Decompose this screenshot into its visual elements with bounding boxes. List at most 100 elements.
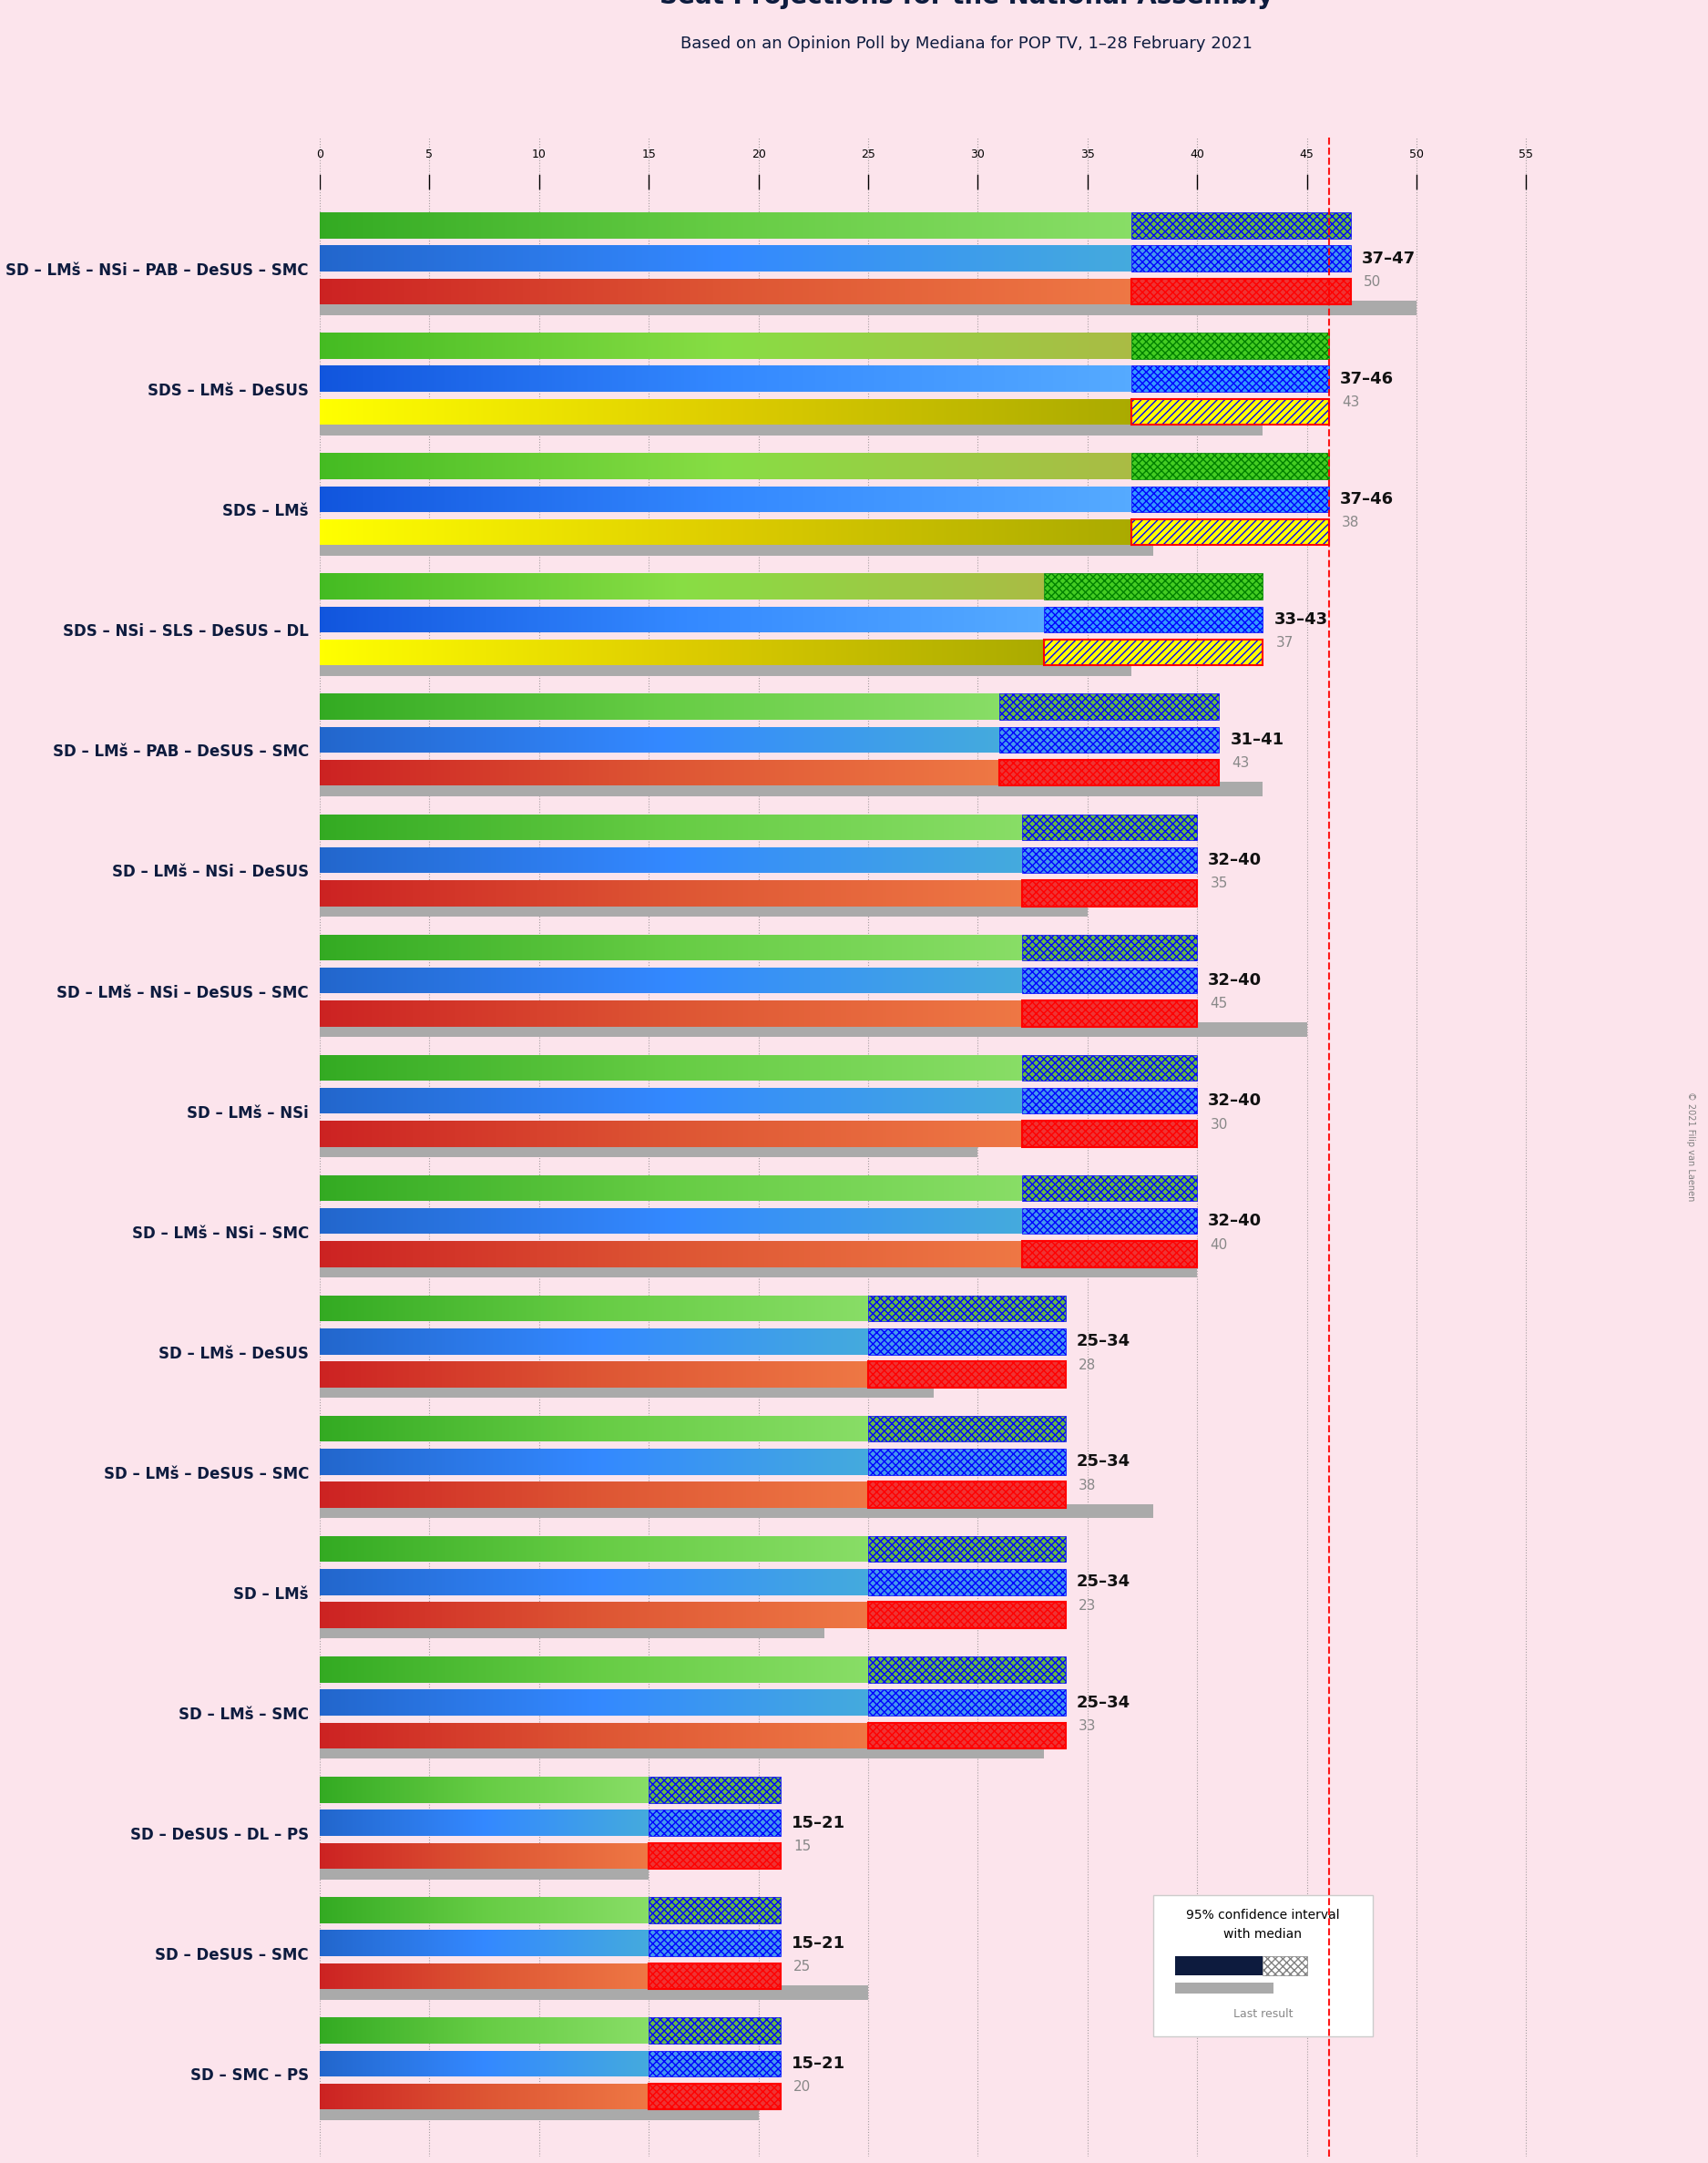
Text: SDS – NSi – SLS – DeSUS – DL: SDS – NSi – SLS – DeSUS – DL xyxy=(63,623,309,640)
Text: SD – LMš – DeSUS: SD – LMš – DeSUS xyxy=(159,1345,309,1363)
Text: 55: 55 xyxy=(1518,149,1534,160)
Bar xyxy=(649,1964,781,1990)
Text: SD – SMC – PS: SD – SMC – PS xyxy=(190,2068,309,2083)
Bar xyxy=(1021,1120,1197,1146)
Bar xyxy=(1021,1120,1197,1146)
Text: 0: 0 xyxy=(316,149,323,160)
Text: SD – DeSUS – SMC: SD – DeSUS – SMC xyxy=(155,1947,309,1964)
Text: 31–41: 31–41 xyxy=(1230,731,1284,748)
Bar xyxy=(1131,398,1329,424)
Bar xyxy=(868,1417,1066,1443)
Text: 50: 50 xyxy=(1365,275,1382,290)
Bar xyxy=(1131,519,1329,545)
Bar xyxy=(868,1449,1066,1475)
Bar xyxy=(1044,640,1262,666)
Bar xyxy=(319,1142,977,1157)
Text: SDS – LMš – DeSUS: SDS – LMš – DeSUS xyxy=(147,383,309,400)
Text: SD – LMš – NSi – DeSUS: SD – LMš – NSi – DeSUS xyxy=(111,865,309,880)
Bar xyxy=(649,1897,781,1923)
Bar xyxy=(1021,813,1197,839)
Text: SDS – LMš: SDS – LMš xyxy=(222,504,309,519)
Bar xyxy=(1021,880,1197,906)
Bar xyxy=(868,1722,1066,1748)
Text: 38: 38 xyxy=(1342,515,1360,530)
Text: SD – LMš – NSi – PAB – DeSUS – SMC: SD – LMš – NSi – PAB – DeSUS – SMC xyxy=(5,262,309,279)
Bar xyxy=(319,1986,868,1999)
Bar xyxy=(649,2051,781,2076)
Text: 43: 43 xyxy=(1231,757,1250,770)
Bar xyxy=(1021,1088,1197,1114)
Text: 20: 20 xyxy=(752,149,765,160)
Text: 43: 43 xyxy=(1342,396,1360,409)
Text: 25–34: 25–34 xyxy=(1076,1694,1131,1711)
Bar xyxy=(868,1603,1066,1629)
Text: 33–43: 33–43 xyxy=(1274,612,1327,627)
Bar xyxy=(319,301,1416,316)
Bar xyxy=(868,1328,1066,1354)
Bar xyxy=(868,1482,1066,1508)
Text: 32–40: 32–40 xyxy=(1208,1213,1262,1229)
Text: 95% confidence interval: 95% confidence interval xyxy=(1185,1910,1339,1921)
Bar xyxy=(649,2083,781,2109)
Bar xyxy=(649,1964,781,1990)
Text: SD – LMš – NSi – DeSUS – SMC: SD – LMš – NSi – DeSUS – SMC xyxy=(56,984,309,1001)
Bar xyxy=(649,1843,781,1869)
Bar xyxy=(868,1657,1066,1683)
Text: SD – LMš – DeSUS – SMC: SD – LMš – DeSUS – SMC xyxy=(104,1467,309,1482)
Text: 15–21: 15–21 xyxy=(791,1936,845,1951)
Bar xyxy=(1131,452,1329,478)
Bar xyxy=(1044,573,1262,599)
Bar xyxy=(1131,279,1351,305)
Bar xyxy=(1021,1001,1197,1027)
Text: 25: 25 xyxy=(794,1960,811,1973)
Text: 37–46: 37–46 xyxy=(1339,370,1394,387)
Bar xyxy=(1131,212,1351,238)
Bar xyxy=(868,1722,1066,1748)
Bar xyxy=(319,902,1088,917)
Text: 35: 35 xyxy=(1211,876,1228,891)
Bar xyxy=(1175,1983,1274,1994)
Bar xyxy=(1021,1242,1197,1268)
Bar xyxy=(1021,848,1197,874)
Bar xyxy=(1021,1242,1197,1268)
Text: 10: 10 xyxy=(531,149,547,160)
Bar xyxy=(999,759,1220,785)
Text: 32–40: 32–40 xyxy=(1208,852,1262,867)
Text: 15–21: 15–21 xyxy=(791,2055,845,2072)
Text: 40: 40 xyxy=(1190,149,1204,160)
Text: 25–34: 25–34 xyxy=(1076,1454,1131,1471)
Bar xyxy=(1153,1895,1373,2035)
Text: 38: 38 xyxy=(1079,1479,1097,1492)
Bar xyxy=(319,662,1131,675)
Bar xyxy=(319,422,1262,435)
Text: 37–46: 37–46 xyxy=(1339,491,1394,508)
Bar xyxy=(1021,1001,1197,1027)
Text: SD – DeSUS – DL – PS: SD – DeSUS – DL – PS xyxy=(130,1828,309,1843)
Bar xyxy=(1044,640,1262,666)
Text: 25–34: 25–34 xyxy=(1076,1332,1131,1350)
Bar xyxy=(999,759,1220,785)
Bar xyxy=(868,1536,1066,1562)
Bar xyxy=(319,781,1262,796)
Text: 37–47: 37–47 xyxy=(1361,251,1416,266)
Text: SD – LMš – NSi: SD – LMš – NSi xyxy=(186,1105,309,1120)
Bar xyxy=(319,541,1153,556)
Bar xyxy=(649,2083,781,2109)
Bar xyxy=(319,1624,825,1640)
Text: 23: 23 xyxy=(1079,1598,1097,1614)
Bar xyxy=(1021,934,1197,960)
Bar xyxy=(1262,1955,1307,1975)
Bar xyxy=(649,1843,781,1869)
Text: SD – LMš: SD – LMš xyxy=(234,1585,309,1603)
Bar xyxy=(1131,519,1329,545)
Text: Seat Projections for the National Assembly: Seat Projections for the National Assemb… xyxy=(659,0,1274,9)
Bar xyxy=(868,1482,1066,1508)
Bar xyxy=(319,2105,758,2120)
Bar xyxy=(1021,1209,1197,1235)
Bar xyxy=(1131,333,1329,359)
Bar xyxy=(868,1568,1066,1594)
Bar xyxy=(1131,366,1329,392)
Bar xyxy=(868,1361,1066,1386)
Bar xyxy=(1021,880,1197,906)
Text: 40: 40 xyxy=(1211,1237,1228,1252)
